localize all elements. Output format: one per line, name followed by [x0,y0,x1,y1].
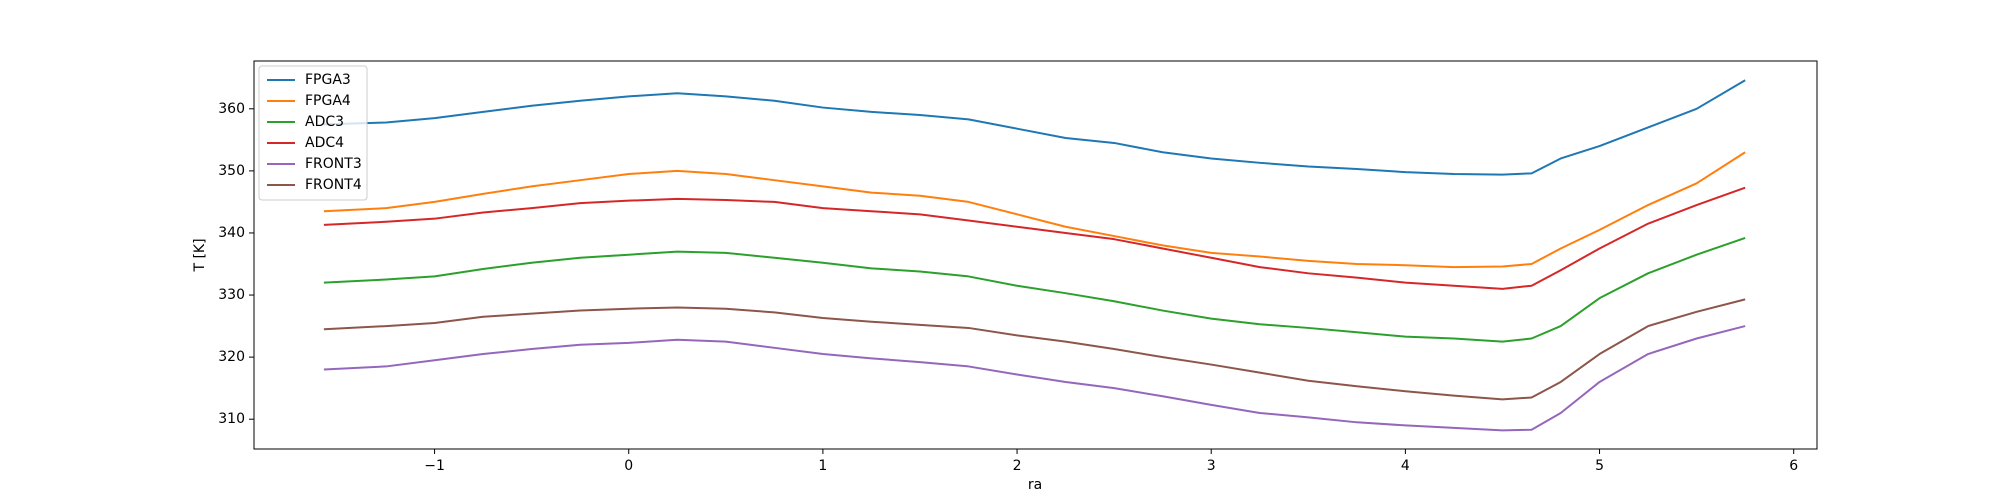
legend-label: ADC3 [305,114,344,130]
y-tick-label: 360 [218,101,245,117]
y-tick-label: 320 [218,349,245,365]
y-tick-label: 330 [218,287,245,303]
plot-frame [253,60,1818,450]
x-tick-label: 0 [624,458,633,474]
x-tick-label: 3 [1207,458,1216,474]
x-tick-label: 2 [1013,458,1022,474]
series-line [323,151,1746,269]
legend-box [258,65,368,201]
x-tick-label: 4 [1401,458,1410,474]
legend-label: FPGA3 [305,72,351,88]
series-line [323,186,1746,290]
x-tick-label: 6 [1789,458,1798,474]
series-line [323,79,1746,176]
y-tick-label: 340 [218,225,245,241]
x-tick-label: 1 [818,458,827,474]
y-tick-label: 310 [218,411,245,427]
y-axis-label: T [K] [192,238,208,272]
y-tick-label: 350 [218,163,245,179]
x-tick-label: 5 [1595,458,1604,474]
series-line [323,325,1746,432]
series-line [323,236,1746,343]
legend-label: FRONT4 [305,177,362,193]
legend-label: FRONT3 [305,156,362,172]
legend-label: FPGA4 [305,93,351,109]
legend-label: ADC4 [305,135,344,151]
x-tick-label: −1 [424,458,445,474]
series-line [323,298,1746,401]
x-axis-label: ra [1028,477,1042,493]
